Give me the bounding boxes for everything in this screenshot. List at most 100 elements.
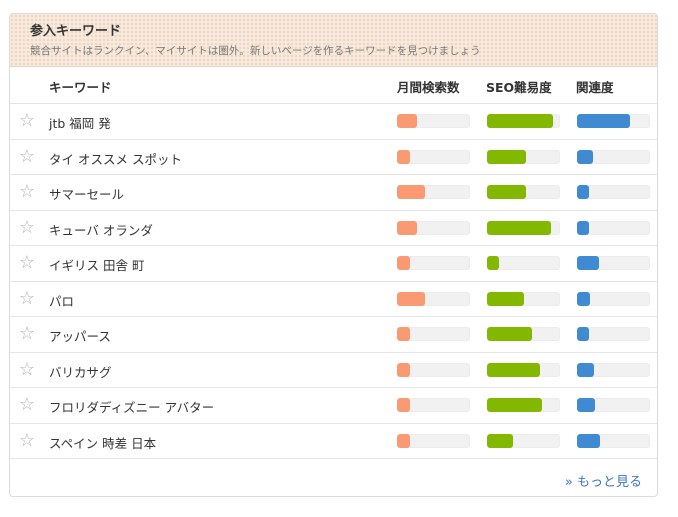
seo-difficulty-bar xyxy=(487,114,560,128)
panel-footer: » もっと見る xyxy=(10,459,657,496)
star-outline-icon[interactable]: ☆ xyxy=(18,216,36,238)
keyword-text[interactable]: サマーセール xyxy=(49,187,125,202)
seo-difficulty-bar xyxy=(487,185,560,199)
relevance-bar-fill xyxy=(577,291,591,306)
volume-bar-fill xyxy=(397,291,425,306)
star-outline-icon[interactable]: ☆ xyxy=(18,394,36,415)
keyword-row: ☆ サマーセール xyxy=(10,175,657,211)
volume-bar-fill xyxy=(397,220,418,235)
keyword-text[interactable]: タイ オススメ スポット xyxy=(49,151,182,167)
seo-difficulty-bar-fill xyxy=(487,114,553,128)
volume-bar xyxy=(397,185,470,199)
relevance-bar-fill xyxy=(577,114,630,128)
seo-difficulty-bar-fill xyxy=(487,149,526,164)
relevance-bar xyxy=(577,149,650,164)
seo-difficulty-bar-fill xyxy=(487,220,551,235)
more-link[interactable]: » もっと見る xyxy=(564,475,642,490)
seo-difficulty-bar-fill xyxy=(487,291,524,306)
star-outline-icon[interactable]: ☆ xyxy=(18,110,36,131)
keyword-row: ☆ バリカサグ xyxy=(10,353,657,388)
seo-difficulty-bar-fill xyxy=(487,362,541,377)
keyword-text[interactable]: フロリダディズニー アバター xyxy=(49,400,215,415)
relevance-bar-fill xyxy=(577,149,594,164)
volume-bar xyxy=(397,220,470,235)
star-outline-icon[interactable]: ☆ xyxy=(18,287,36,309)
keyword-text[interactable]: スペイン 時差 日本 xyxy=(49,435,157,451)
panel-header: 参入キーワード 競合サイトはランクイン、マイサイトは圏外。新しいページを作るキー… xyxy=(10,14,657,67)
volume-bar xyxy=(397,149,470,164)
star-outline-icon[interactable]: ☆ xyxy=(18,358,36,380)
star-outline-icon[interactable]: ☆ xyxy=(18,252,36,273)
relevance-bar xyxy=(577,398,650,412)
volume-bar-fill xyxy=(397,362,411,377)
seo-difficulty-bar-fill xyxy=(487,433,514,448)
keyword-row: ☆ タイ オススメ スポット xyxy=(10,140,657,175)
seo-difficulty-bar xyxy=(487,291,560,306)
panel-subtitle: 競合サイトはランクイン、マイサイトは圏外。新しいページを作るキーワードを見つけま… xyxy=(30,45,481,57)
keyword-row: ☆ キューバ オランダ xyxy=(10,211,657,246)
seo-difficulty-bar xyxy=(487,362,560,377)
keyword-panel: 参入キーワード 競合サイトはランクイン、マイサイトは圏外。新しいページを作るキー… xyxy=(9,13,658,497)
keyword-text[interactable]: バリカサグ xyxy=(49,364,112,380)
column-header-seo[interactable]: SEO難易度 xyxy=(486,80,552,95)
volume-bar xyxy=(397,398,470,412)
volume-bar-fill xyxy=(397,433,411,448)
table-header: キーワード 月間検索数 SEO難易度 関連度 xyxy=(10,67,657,104)
volume-bar-fill xyxy=(397,327,411,341)
star-outline-icon[interactable]: ☆ xyxy=(18,323,36,344)
relevance-bar xyxy=(577,114,650,128)
relevance-bar-fill xyxy=(577,327,589,341)
relevance-bar-fill xyxy=(577,256,599,270)
volume-bar xyxy=(397,433,470,448)
keyword-row: ☆ イギリス 田舎 町 xyxy=(10,246,657,282)
volume-bar xyxy=(397,114,470,128)
keyword-row: ☆ jtb 福岡 発 xyxy=(10,104,657,140)
relevance-bar xyxy=(577,185,650,199)
seo-difficulty-bar xyxy=(487,149,560,164)
relevance-bar-fill xyxy=(577,220,589,235)
keyword-row: ☆ フロリダディズニー アバター xyxy=(10,388,657,424)
relevance-bar xyxy=(577,327,650,341)
relevance-bar xyxy=(577,256,650,270)
star-outline-icon[interactable]: ☆ xyxy=(18,181,36,202)
volume-bar xyxy=(397,327,470,341)
volume-bar-fill xyxy=(397,398,411,412)
seo-difficulty-bar xyxy=(487,398,560,412)
keyword-text[interactable]: イギリス 田舎 町 xyxy=(49,258,145,273)
keyword-row: ☆ パロ xyxy=(10,282,657,317)
volume-bar-fill xyxy=(397,256,411,270)
relevance-bar-fill xyxy=(577,398,595,412)
relevance-bar-fill xyxy=(577,362,594,377)
column-header-volume[interactable]: 月間検索数 xyxy=(397,80,460,95)
seo-difficulty-bar-fill xyxy=(487,256,500,270)
relevance-bar xyxy=(577,220,650,235)
seo-difficulty-bar xyxy=(487,256,560,270)
keyword-text[interactable]: アッパース xyxy=(49,329,111,344)
volume-bar xyxy=(397,291,470,306)
keyword-row: ☆ アッパース xyxy=(10,317,657,353)
star-outline-icon[interactable]: ☆ xyxy=(18,145,36,167)
relevance-bar xyxy=(577,291,650,306)
column-header-relevance[interactable]: 関連度 xyxy=(576,80,614,95)
keyword-text[interactable]: パロ xyxy=(49,293,75,309)
seo-difficulty-bar-fill xyxy=(487,185,526,199)
relevance-bar xyxy=(577,362,650,377)
relevance-bar-fill xyxy=(577,185,589,199)
keyword-row: ☆ スペイン 時差 日本 xyxy=(10,424,657,459)
volume-bar-fill xyxy=(397,149,411,164)
panel-title: 参入キーワード xyxy=(30,24,122,39)
keyword-list: ☆ jtb 福岡 発 ☆ タイ オススメ スポット ☆ サマーセール ☆ キューバ オランダ ☆… xyxy=(10,104,657,459)
keyword-text[interactable]: キューバ オランダ xyxy=(49,222,153,238)
seo-difficulty-bar-fill xyxy=(487,398,543,412)
star-outline-icon[interactable]: ☆ xyxy=(18,429,36,451)
volume-bar xyxy=(397,362,470,377)
seo-difficulty-bar xyxy=(487,220,560,235)
seo-difficulty-bar-fill xyxy=(487,327,533,341)
volume-bar xyxy=(397,256,470,270)
volume-bar-fill xyxy=(397,185,425,199)
volume-bar-fill xyxy=(397,114,418,128)
relevance-bar xyxy=(577,433,650,448)
keyword-text[interactable]: jtb 福岡 発 xyxy=(49,116,111,131)
seo-difficulty-bar xyxy=(487,433,560,448)
column-header-keyword[interactable]: キーワード xyxy=(49,80,112,95)
